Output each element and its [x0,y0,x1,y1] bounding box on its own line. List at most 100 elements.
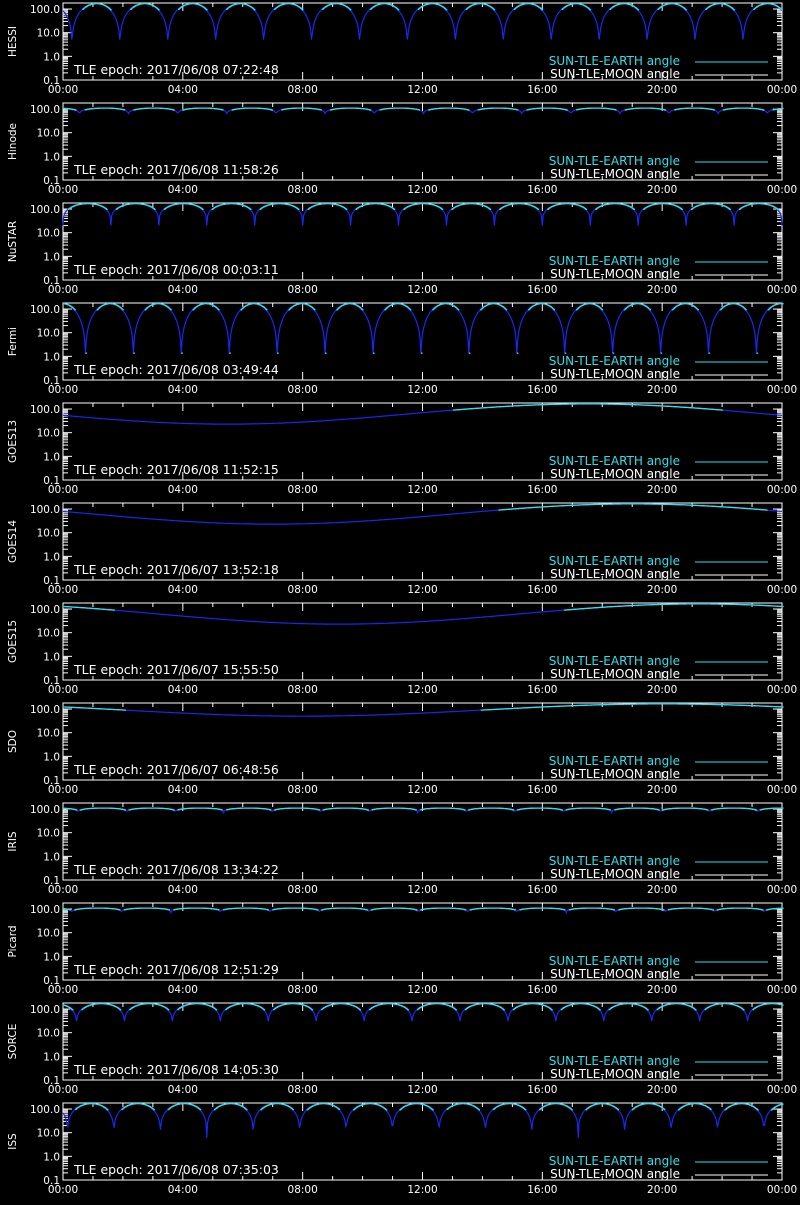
satellite-label: ISS [7,1133,19,1150]
x-tick-label: 04:00 [168,1084,198,1096]
x-tick-label: 20:00 [647,584,677,596]
x-tick-label: 00:00 [767,484,797,496]
x-tick-label: 20:00 [647,284,677,296]
y-tick-label: 100.0 [30,1004,60,1016]
x-tick-label: 08:00 [288,684,318,696]
legend-label: SUN-TLE-MOON angle [550,567,680,581]
y-tick-label: 1.0 [43,751,60,763]
x-tick-label: 12:00 [407,84,437,96]
x-tick-label: 08:00 [288,784,318,796]
x-tick-label: 20:00 [647,784,677,796]
y-tick-label: 10.0 [37,1028,60,1040]
y-tick-label: 0.1 [43,1075,60,1087]
x-tick-label: 20:00 [647,884,677,896]
y-tick-label: 10.0 [37,528,60,540]
x-tick-label: 04:00 [168,184,198,196]
panel-goes13: 100.010.01.00.100:00 04:00 08:00 12:00 16:00… [7,402,797,496]
x-tick-label: 20:00 [647,1084,677,1096]
satellite-label: Picard [7,925,19,957]
x-tick-label: 00:00 [48,684,78,696]
x-tick-label: 12:00 [407,184,437,196]
y-tick-label: 0.1 [43,275,60,287]
x-tick-label: 12:00 [407,1084,437,1096]
y-tick-label: 0.1 [43,775,60,787]
y-tick-label: 10.0 [37,728,60,740]
y-tick-label: 100.0 [30,204,60,216]
series-earth-angle-highlight [498,503,768,511]
series-earth-angle-highlight [63,907,784,911]
x-tick-label: 00:00 [48,1084,78,1096]
tle-epoch-label: TLE epoch: 2017/06/08 07:22:48 [73,62,279,77]
y-tick-label: 0.1 [43,875,60,887]
y-tick-label: 10.0 [37,828,60,840]
y-tick-label: 10.0 [37,1128,60,1140]
y-tick-label: 100.0 [30,804,60,816]
x-tick-label: 16:00 [527,684,557,696]
panel-goes14: 100.010.01.00.100:00 04:00 08:00 12:00 16:00… [7,502,797,596]
y-tick-label: 1.0 [43,51,60,63]
tle-epoch-label: TLE epoch: 2017/06/08 00:03:11 [73,262,279,277]
y-tick-label: 0.1 [43,75,60,87]
x-tick-label: 04:00 [168,84,198,96]
tle-epoch-label: TLE epoch: 2017/06/08 13:34:22 [73,862,279,877]
y-tick-label: 1.0 [43,351,60,363]
x-tick-label: 16:00 [527,1184,557,1196]
x-tick-label: 00:00 [48,384,78,396]
series-earth-angle-highlight [452,403,723,411]
satellite-label: Hinode [7,123,19,160]
x-tick-label: 00:00 [767,884,797,896]
x-tick-label: 08:00 [288,584,318,596]
x-tick-label: 08:00 [288,84,318,96]
x-tick-label: 00:00 [767,1184,797,1196]
legend-label: SUN-TLE-EARTH angle [549,1054,680,1068]
x-tick-label: 04:00 [168,284,198,296]
x-tick-label: 00:00 [767,984,797,996]
legend-label: SUN-TLE-EARTH angle [549,54,680,68]
y-tick-label: 100.0 [30,904,60,916]
tle-epoch-label: TLE epoch: 2017/06/08 07:35:03 [73,1162,279,1177]
panel-iris: 100.010.01.00.100:00 04:00 08:00 12:00 16:00… [7,802,797,896]
x-tick-label: 04:00 [168,484,198,496]
x-tick-label: 00:00 [767,1084,797,1096]
y-tick-label: 1.0 [43,451,60,463]
x-tick-label: 12:00 [407,484,437,496]
y-tick-label: 0.1 [43,475,60,487]
x-tick-label: 00:00 [767,284,797,296]
satellite-label: GOES14 [7,520,19,563]
legend-label: SUN-TLE-EARTH angle [549,654,680,668]
x-tick-label: 16:00 [527,784,557,796]
x-tick-label: 00:00 [48,1184,78,1196]
x-tick-label: 04:00 [168,684,198,696]
tle-epoch-label: TLE epoch: 2017/06/08 11:52:15 [73,462,279,477]
tle-epoch-label: TLE epoch: 2017/06/08 12:51:29 [73,962,279,977]
satellite-label: SORCE [7,1024,19,1060]
y-tick-label: 0.1 [43,675,60,687]
y-tick-label: 1.0 [43,651,60,663]
x-tick-label: 00:00 [767,684,797,696]
y-tick-label: 100.0 [30,104,60,116]
legend-label: SUN-TLE-MOON angle [550,67,680,81]
panel-hinode: 100.010.01.00.100:00 04:00 08:00 12:00 16:00… [7,102,797,196]
legend-label: SUN-TLE-MOON angle [550,367,680,381]
legend-label: SUN-TLE-EARTH angle [549,854,680,868]
x-tick-label: 12:00 [407,684,437,696]
series-earth-angle [62,303,783,354]
x-tick-label: 08:00 [288,184,318,196]
x-tick-label: 04:00 [168,784,198,796]
x-tick-label: 00:00 [48,184,78,196]
y-tick-label: 10.0 [37,28,60,40]
y-tick-label: 10.0 [37,128,60,140]
legend-label: SUN-TLE-EARTH angle [549,454,680,468]
panel-hessi: 100.010.01.00.100:00 04:00 08:00 12:00 16:00… [7,2,797,96]
tle-epoch-label: TLE epoch: 2017/06/07 15:55:50 [73,662,279,677]
x-tick-label: 12:00 [407,984,437,996]
legend-label: SUN-TLE-MOON angle [550,167,680,181]
y-tick-label: 100.0 [30,404,60,416]
y-tick-label: 1.0 [43,951,60,963]
x-tick-label: 00:00 [767,84,797,96]
y-tick-label: 1.0 [43,551,60,563]
series-earth-angle-highlight [63,1002,784,1011]
series-earth-angle-highlight [63,703,784,711]
x-tick-label: 08:00 [288,1184,318,1196]
